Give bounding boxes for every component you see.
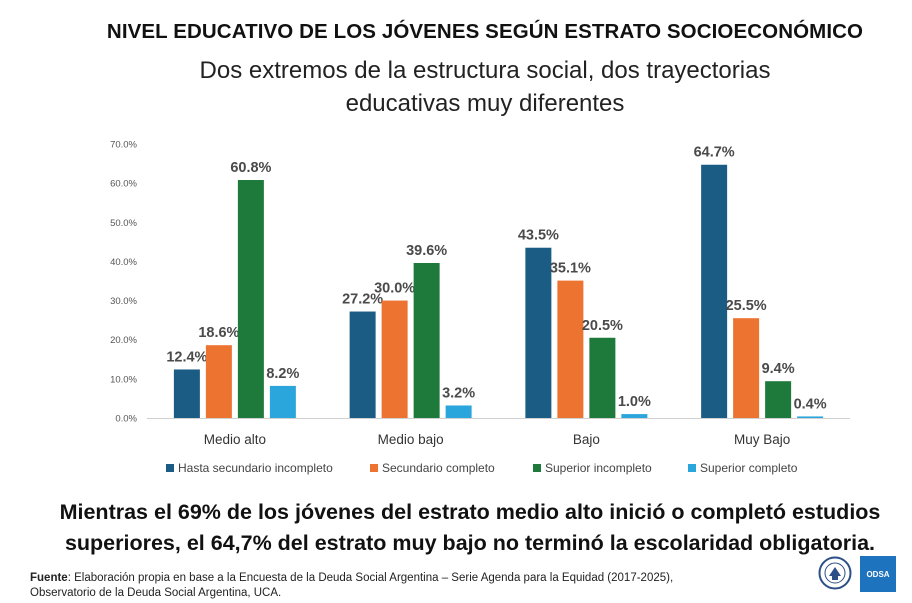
bar xyxy=(269,385,296,418)
y-tick-label: 40.0% xyxy=(110,257,137,268)
source-line-2: Observatorio de la Deuda Social Argentin… xyxy=(30,587,282,599)
source-label: Fuente xyxy=(30,572,68,584)
conclusion-line-1: Mientras el 69% de los jóvenes del estra… xyxy=(59,500,881,524)
data-label: 20.5% xyxy=(582,318,623,334)
legend-label: Hasta secundario incompleto xyxy=(178,461,333,475)
x-category-label: Muy Bajo xyxy=(734,432,790,447)
bar xyxy=(237,180,264,418)
y-tick-label: 60.0% xyxy=(110,179,137,190)
legend-swatch xyxy=(688,464,696,472)
bar xyxy=(445,405,472,418)
bar xyxy=(797,416,824,418)
data-label: 9.4% xyxy=(762,361,795,377)
bar xyxy=(205,345,232,418)
uca-seal-icon xyxy=(818,556,852,590)
legend-label: Superior completo xyxy=(700,461,798,475)
legend-label: Superior incompleto xyxy=(545,461,652,475)
data-label: 0.4% xyxy=(794,396,827,412)
data-label: 35.1% xyxy=(550,261,591,277)
bar xyxy=(413,262,440,418)
bar xyxy=(349,311,376,418)
page-title: NIVEL EDUCATIVO DE LOS JÓVENES SEGÚN EST… xyxy=(106,20,864,43)
data-label: 60.8% xyxy=(230,160,271,176)
data-label: 43.5% xyxy=(518,228,559,244)
data-label: 27.2% xyxy=(342,292,383,308)
bar xyxy=(701,164,728,418)
odsa-logo-text: ODSA xyxy=(866,569,890,579)
data-label: 39.6% xyxy=(406,243,447,259)
bar xyxy=(765,381,792,418)
x-category-label: Medio bajo xyxy=(378,432,444,447)
bar xyxy=(381,300,408,418)
y-tick-label: 30.0% xyxy=(110,296,137,307)
y-tick-label: 0.0% xyxy=(115,414,137,425)
y-tick-label: 10.0% xyxy=(110,374,137,385)
data-label: 3.2% xyxy=(442,385,475,401)
subtitle-line-1: Dos extremos de la estructura social, do… xyxy=(199,57,771,84)
odsa-logo: ODSA xyxy=(860,556,896,592)
legend-swatch xyxy=(166,464,174,472)
x-category-label: Medio alto xyxy=(204,432,266,447)
y-tick-label: 20.0% xyxy=(110,335,137,346)
subtitle-line-2: educativas muy diferentes xyxy=(345,90,625,117)
conclusion-text: Mientras el 69% de los jóvenes del estra… xyxy=(40,497,900,559)
source-line-1: : Elaboración propia en base a la Encues… xyxy=(67,572,674,584)
conclusion-line-2: superiores, el 64,7% del estrato muy baj… xyxy=(64,531,876,555)
data-label: 64.7% xyxy=(694,145,735,161)
bar xyxy=(525,247,552,418)
bar xyxy=(173,369,200,418)
legend-swatch xyxy=(370,464,378,472)
data-label: 30.0% xyxy=(374,281,415,297)
bar xyxy=(733,318,760,418)
data-label: 25.5% xyxy=(726,298,767,314)
page-subtitle: Dos extremos de la estructura social, do… xyxy=(100,54,870,120)
bar-chart: 0.0% 10.0% 20.0% 30.0% 40.0% 50.0% 60.0% 70.0% 1… xyxy=(110,140,850,475)
y-tick-label: 50.0% xyxy=(110,218,137,229)
bar xyxy=(557,280,584,418)
legend-label: Secundario completo xyxy=(382,461,495,475)
y-tick-label: 70.0% xyxy=(110,140,137,151)
source-note: Fuente: Elaboración propia en base a la … xyxy=(30,571,790,601)
data-label: 8.2% xyxy=(266,366,299,382)
x-category-label: Bajo xyxy=(573,432,600,447)
bar xyxy=(621,414,648,418)
bar xyxy=(589,337,616,418)
data-label: 18.6% xyxy=(198,325,239,341)
legend-swatch xyxy=(533,464,541,472)
data-label: 12.4% xyxy=(166,349,207,365)
data-label: 1.0% xyxy=(618,394,651,410)
